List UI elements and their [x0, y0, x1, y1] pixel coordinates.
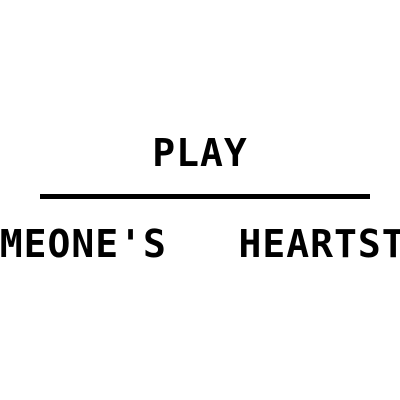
top-word: PLAY	[152, 131, 248, 175]
horizontal-rule	[40, 194, 370, 199]
bottom-words: SOMEONE'S HEARTSTRINGS	[0, 222, 400, 266]
